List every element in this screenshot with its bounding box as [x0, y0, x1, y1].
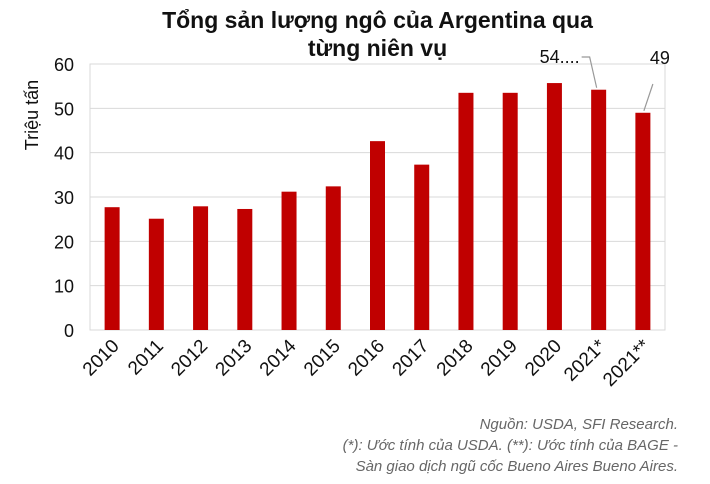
data-label-leader [581, 56, 598, 88]
bar-2018 [458, 92, 474, 330]
y-tick-label: 10 [54, 277, 74, 297]
x-tick-label: 2010 [79, 336, 124, 381]
x-tick-label: 2014 [256, 335, 301, 380]
y-axis-label: Triệu tấn [22, 80, 42, 150]
x-tick-label: 2017 [389, 336, 434, 381]
bars [104, 83, 651, 331]
bar-2015 [325, 186, 341, 330]
chart-footer: Nguồn: USDA, SFI Research. (*): Ước tính… [78, 414, 678, 477]
x-tick-label: 2021** [599, 335, 655, 391]
bar-2016 [370, 141, 385, 330]
bar-2013 [237, 208, 253, 330]
y-tick-label: 40 [54, 144, 74, 164]
estimate-note: (*): Ước tính của USDA. (**): Ước tính c… [342, 437, 678, 454]
y-tick-label: 50 [54, 99, 74, 119]
bar-2020 [546, 83, 562, 331]
data-label: 49 [650, 48, 670, 68]
y-tick-label: 60 [54, 55, 74, 75]
chart-title-line-2: từng niên vụ [307, 35, 448, 61]
bar-2012 [193, 206, 209, 330]
y-axis-ticks: 0 10 20 30 40 50 60 [54, 55, 74, 341]
x-tick-label: 2018 [433, 336, 478, 381]
x-tick-label: 2013 [212, 336, 257, 381]
y-tick-label: 0 [64, 321, 74, 341]
y-tick-label: 30 [54, 188, 74, 208]
x-tick-label: 2015 [300, 336, 345, 381]
data-label-leader [643, 83, 654, 111]
chart-title-line-1: Tổng sản lượng ngô của Argentina qua [162, 7, 593, 33]
bar-2017 [414, 164, 430, 330]
data-labels: 54.... 49 [540, 47, 670, 111]
bar-2014 [281, 191, 297, 330]
bar-2010 [104, 207, 120, 330]
x-tick-label: 2016 [344, 336, 389, 381]
chart-title: Tổng sản lượng ngô của Argentina qua từn… [90, 6, 665, 62]
bar-2011 [148, 218, 164, 330]
y-tick-label: 20 [54, 232, 74, 252]
x-axis-ticks: 2010 2011 2012 2013 2014 2015 2016 2017 2018 2019… [79, 335, 655, 391]
bar-2021s [591, 89, 607, 330]
x-tick-label: 2011 [124, 336, 168, 380]
x-tick-label: 2020 [521, 336, 566, 381]
x-tick-label: 2019 [477, 336, 522, 381]
x-tick-label: 2012 [167, 336, 212, 381]
source-note: Nguồn: USDA, SFI Research. [479, 416, 678, 433]
exchange-note: Sàn giao dịch ngũ cốc Bueno Aires Bueno … [355, 458, 678, 475]
bar-2021ss [635, 112, 651, 331]
bar-2019 [502, 92, 518, 330]
data-label: 54.... [540, 47, 580, 67]
